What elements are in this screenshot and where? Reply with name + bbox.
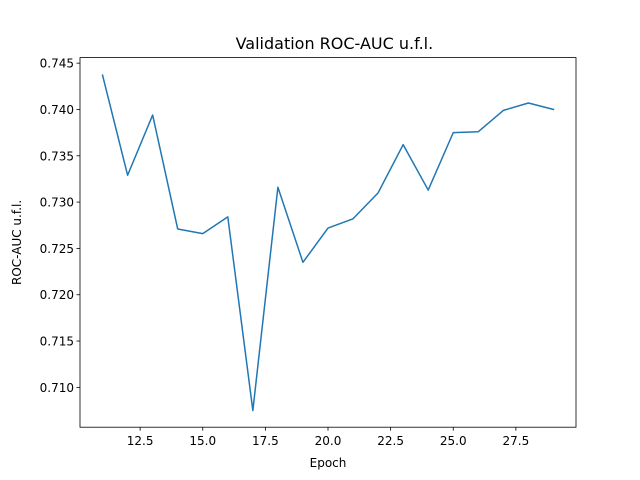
x-tick-label: 12.5 (127, 434, 154, 448)
plot-frame (79, 57, 577, 428)
chart-title: Validation ROC-AUC u.f.l. (236, 34, 434, 53)
x-tick-label: 22.5 (377, 434, 404, 448)
y-tick-label: 0.725 (40, 242, 74, 256)
x-tick-label: 17.5 (252, 434, 279, 448)
x-tick-label: 25.0 (440, 434, 467, 448)
y-axis-ticks: 0.710 0.715 0.720 0.725 0.730 0.735 0.740 0.745 (40, 57, 80, 395)
y-tick-label: 0.735 (40, 149, 74, 163)
series-layer (101, 74, 555, 412)
y-tick-label: 0.715 (40, 335, 74, 349)
x-tick-label: 27.5 (503, 434, 530, 448)
series-line (101, 74, 555, 412)
y-tick-label: 0.745 (40, 57, 74, 71)
y-axis-label: ROC-AUC u.f.l. (10, 200, 24, 285)
y-tick-label: 0.730 (40, 196, 74, 210)
x-tick-label: 20.0 (315, 434, 342, 448)
x-tick-label: 15.0 (189, 434, 216, 448)
x-axis-label: Epoch (310, 456, 347, 470)
y-tick-label: 0.710 (40, 381, 74, 395)
x-axis-ticks: 12.5 15.0 17.5 20.0 22.5 25.0 27.5 (127, 427, 529, 448)
y-tick-label: 0.740 (40, 103, 74, 117)
y-tick-label: 0.720 (40, 288, 74, 302)
